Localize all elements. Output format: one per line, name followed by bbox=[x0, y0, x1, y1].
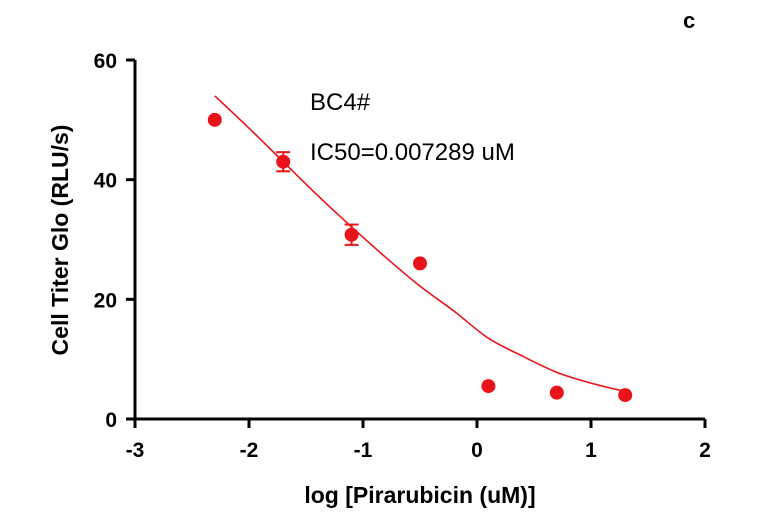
data-point bbox=[207, 112, 222, 127]
x-axis-title: log [Pirarubicin (uM)] bbox=[304, 482, 535, 508]
y-axis-ticks: 0 20 40 60 bbox=[94, 50, 135, 432]
data-point bbox=[549, 385, 564, 400]
x-tick-label: -1 bbox=[354, 439, 373, 462]
x-tick-label: 1 bbox=[585, 439, 597, 462]
axes bbox=[133, 60, 705, 421]
data-point bbox=[344, 227, 359, 242]
y-tick-label: 0 bbox=[105, 409, 117, 432]
x-axis-ticks: -3 -2 -1 0 1 2 bbox=[126, 419, 711, 462]
data-point bbox=[618, 388, 633, 403]
y-axis-title: Cell Titer Glo (RLU/s) bbox=[47, 125, 73, 356]
x-tick-label: -2 bbox=[240, 439, 259, 462]
y-tick-label: 40 bbox=[94, 170, 117, 193]
y-tick-label: 20 bbox=[94, 289, 117, 312]
panel-label: c bbox=[683, 8, 695, 33]
x-tick-label: 2 bbox=[699, 439, 711, 462]
data-point bbox=[413, 256, 427, 271]
data-point bbox=[276, 154, 291, 169]
y-tick-label: 60 bbox=[94, 50, 117, 73]
sample-label: BC4# bbox=[310, 89, 371, 116]
x-tick-label: -3 bbox=[126, 439, 145, 462]
data-points bbox=[207, 112, 633, 403]
ic50-label: IC50=0.007289 uM bbox=[310, 139, 515, 166]
data-point bbox=[481, 379, 496, 394]
x-tick-label: 0 bbox=[471, 439, 483, 462]
